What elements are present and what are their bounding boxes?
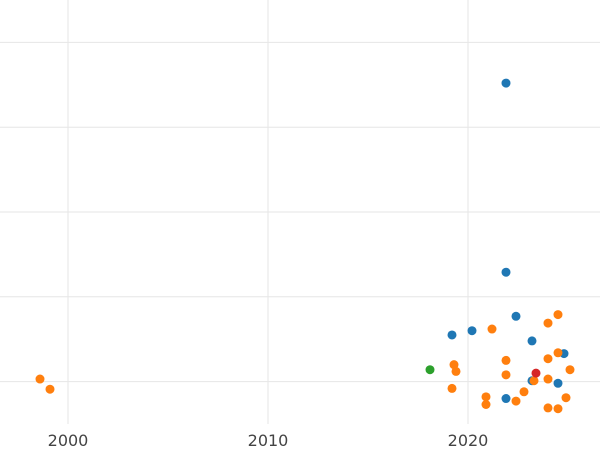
data-point	[553, 378, 563, 388]
data-point	[447, 330, 457, 340]
data-point	[467, 326, 477, 336]
data-point	[35, 374, 45, 384]
data-point	[487, 324, 497, 334]
data-point	[425, 365, 435, 375]
grid-layer	[0, 0, 600, 424]
x-tick-label: 2000	[48, 431, 89, 450]
data-point	[511, 396, 521, 406]
data-point	[543, 318, 553, 328]
x-tick-label: 2010	[248, 431, 289, 450]
data-point	[553, 404, 563, 414]
data-point	[501, 394, 511, 404]
data-point	[511, 311, 521, 321]
points-layer	[35, 78, 575, 414]
data-point	[501, 355, 511, 365]
data-point	[45, 384, 55, 394]
data-point	[501, 78, 511, 88]
data-point	[565, 365, 575, 375]
data-point	[481, 399, 491, 409]
data-point	[543, 403, 553, 413]
data-point	[519, 387, 529, 397]
data-point	[447, 383, 457, 393]
data-point	[543, 354, 553, 364]
data-point	[561, 393, 571, 403]
data-point	[543, 374, 553, 384]
data-point	[501, 267, 511, 277]
data-point	[527, 336, 537, 346]
data-point	[529, 376, 539, 386]
data-point	[553, 348, 563, 358]
data-point	[501, 370, 511, 380]
data-point	[531, 368, 541, 378]
x-tick-labels: 2000 2010 2020	[48, 431, 489, 450]
data-point	[451, 366, 461, 376]
data-point	[449, 360, 459, 370]
data-point	[481, 392, 491, 402]
data-point	[553, 310, 563, 320]
x-tick-label: 2020	[448, 431, 489, 450]
